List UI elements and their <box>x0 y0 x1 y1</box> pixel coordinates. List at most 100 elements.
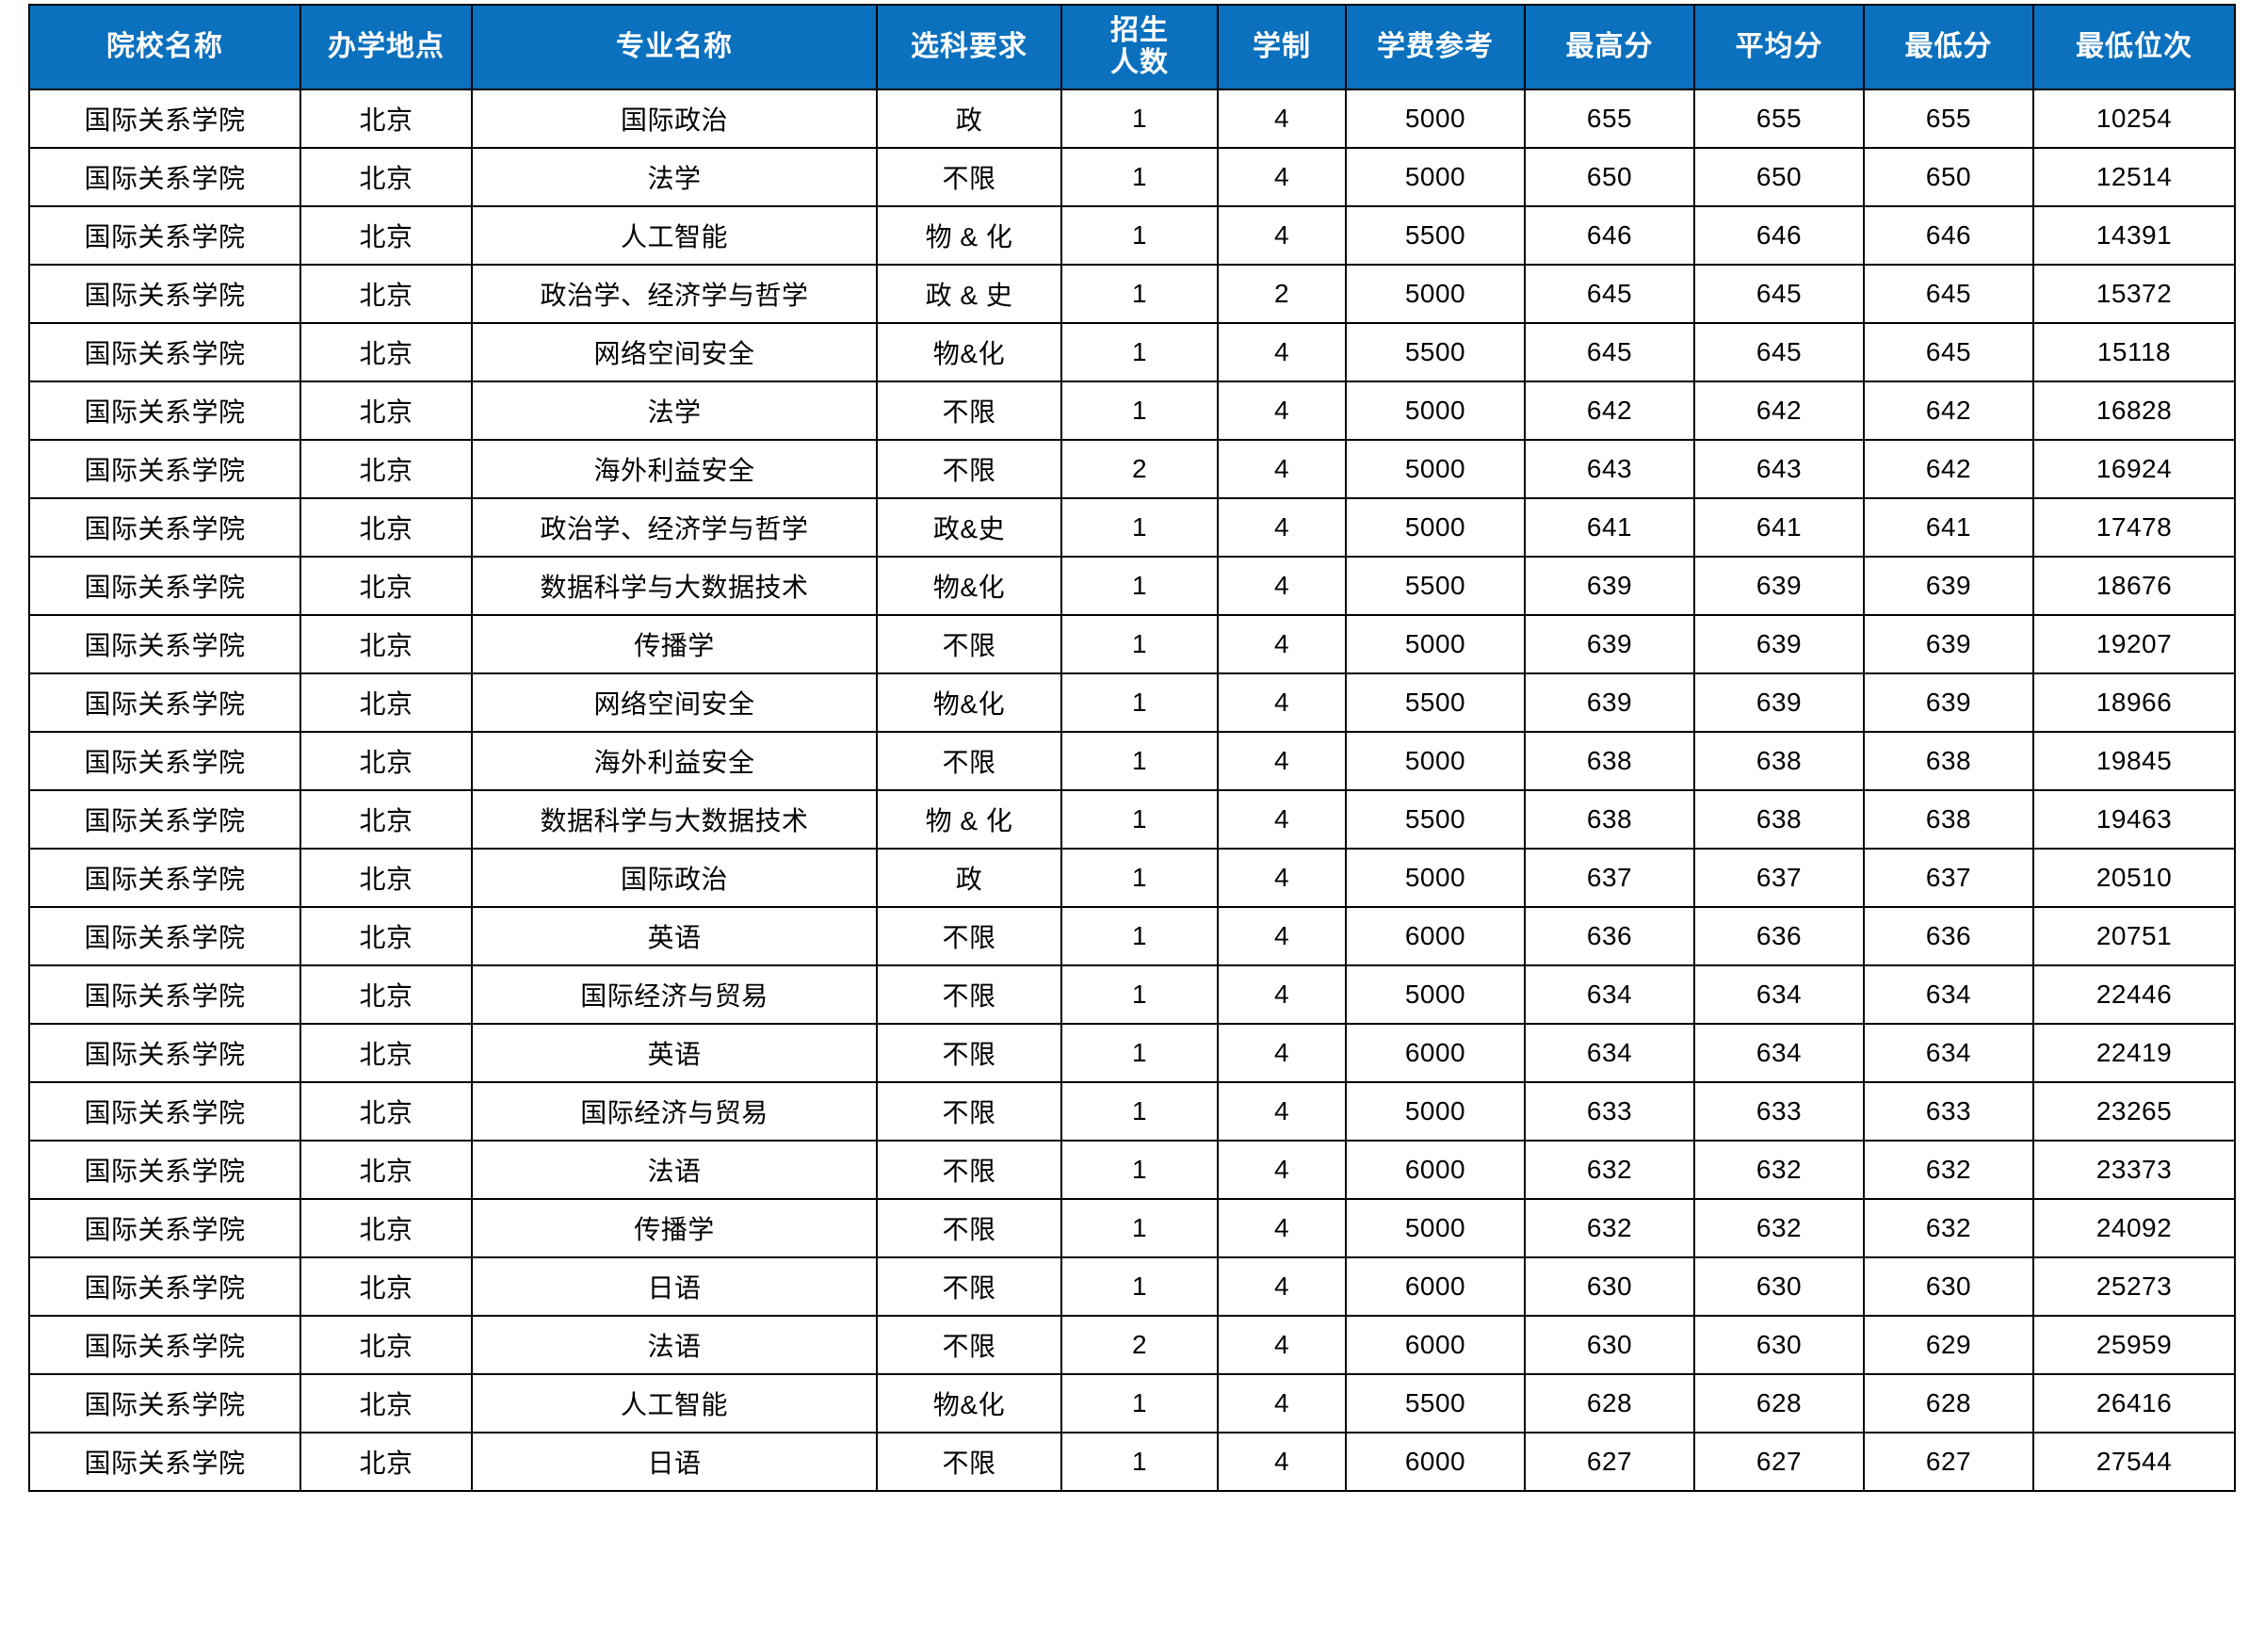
cell-max[interactable]: 645 <box>1524 264 1695 324</box>
cell-years[interactable]: 4 <box>1217 89 1347 149</box>
cell-avg[interactable]: 641 <box>1693 497 1865 558</box>
cell-school[interactable]: 国际关系学院 <box>28 556 301 616</box>
cell-max[interactable]: 632 <box>1524 1198 1695 1258</box>
cell-rank[interactable]: 17478 <box>2032 497 2236 558</box>
cell-years[interactable]: 2 <box>1217 264 1347 324</box>
cell-min[interactable]: 627 <box>1863 1432 2034 1492</box>
cell-city[interactable]: 北京 <box>299 439 473 499</box>
cell-quota[interactable]: 1 <box>1060 1198 1219 1258</box>
cell-major[interactable]: 传播学 <box>471 1198 878 1258</box>
table-row[interactable]: 国际关系学院 北京 传播学 不限 1 4 5000 639 639 639 19207 <box>28 614 2236 674</box>
cell-years[interactable]: 4 <box>1217 497 1347 558</box>
cell-school[interactable]: 国际关系学院 <box>28 964 301 1025</box>
cell-major[interactable]: 网络空间安全 <box>471 322 878 382</box>
column-header-quota[interactable]: 招生 人数 <box>1060 4 1219 90</box>
cell-avg[interactable]: 646 <box>1693 205 1865 266</box>
cell-subject[interactable]: 不限 <box>876 1023 1062 1083</box>
cell-avg[interactable]: 632 <box>1693 1140 1865 1200</box>
cell-avg[interactable]: 643 <box>1693 439 1865 499</box>
cell-years[interactable]: 4 <box>1217 1023 1347 1083</box>
cell-subject[interactable]: 不限 <box>876 147 1062 207</box>
cell-school[interactable]: 国际关系学院 <box>28 1140 301 1200</box>
cell-years[interactable]: 4 <box>1217 789 1347 850</box>
cell-max[interactable]: 639 <box>1524 614 1695 674</box>
cell-rank[interactable]: 16924 <box>2032 439 2236 499</box>
cell-max[interactable]: 646 <box>1524 205 1695 266</box>
cell-tuition[interactable]: 5000 <box>1345 381 1526 441</box>
cell-quota[interactable]: 2 <box>1060 439 1219 499</box>
cell-tuition[interactable]: 5500 <box>1345 556 1526 616</box>
cell-avg[interactable]: 630 <box>1693 1256 1865 1317</box>
cell-max[interactable]: 639 <box>1524 556 1695 616</box>
cell-school[interactable]: 国际关系学院 <box>28 1256 301 1317</box>
cell-min[interactable]: 641 <box>1863 497 2034 558</box>
column-header-major[interactable]: 专业名称 <box>471 4 878 90</box>
cell-school[interactable]: 国际关系学院 <box>28 789 301 850</box>
cell-max[interactable]: 628 <box>1524 1373 1695 1433</box>
cell-min[interactable]: 646 <box>1863 205 2034 266</box>
cell-tuition[interactable]: 6000 <box>1345 1432 1526 1492</box>
cell-tuition[interactable]: 5000 <box>1345 147 1526 207</box>
cell-tuition[interactable]: 5000 <box>1345 497 1526 558</box>
cell-subject[interactable]: 不限 <box>876 439 1062 499</box>
cell-years[interactable]: 4 <box>1217 731 1347 791</box>
cell-min[interactable]: 629 <box>1863 1315 2034 1375</box>
cell-max[interactable]: 638 <box>1524 731 1695 791</box>
cell-major[interactable]: 法语 <box>471 1140 878 1200</box>
cell-max[interactable]: 637 <box>1524 848 1695 908</box>
cell-rank[interactable]: 23373 <box>2032 1140 2236 1200</box>
cell-school[interactable]: 国际关系学院 <box>28 381 301 441</box>
cell-school[interactable]: 国际关系学院 <box>28 1023 301 1083</box>
cell-avg[interactable]: 634 <box>1693 1023 1865 1083</box>
table-row[interactable]: 国际关系学院 北京 法语 不限 2 4 6000 630 630 629 25959 <box>28 1315 2236 1375</box>
cell-major[interactable]: 政治学、经济学与哲学 <box>471 497 878 558</box>
cell-rank[interactable]: 15118 <box>2032 322 2236 382</box>
cell-min[interactable]: 638 <box>1863 731 2034 791</box>
cell-city[interactable]: 北京 <box>299 1432 473 1492</box>
column-header-tuition[interactable]: 学费参考 <box>1345 4 1526 90</box>
cell-school[interactable]: 国际关系学院 <box>28 1198 301 1258</box>
cell-min[interactable]: 639 <box>1863 556 2034 616</box>
cell-max[interactable]: 638 <box>1524 789 1695 850</box>
cell-school[interactable]: 国际关系学院 <box>28 439 301 499</box>
cell-min[interactable]: 642 <box>1863 381 2034 441</box>
table-row[interactable]: 国际关系学院 北京 日语 不限 1 4 6000 630 630 630 25273 <box>28 1256 2236 1317</box>
table-row[interactable]: 国际关系学院 北京 政治学、经济学与哲学 政&史 1 4 5000 641 641 641 1747… <box>28 497 2236 558</box>
table-row[interactable]: 国际关系学院 北京 日语 不限 1 4 6000 627 627 627 27544 <box>28 1432 2236 1492</box>
cell-city[interactable]: 北京 <box>299 1198 473 1258</box>
cell-major[interactable]: 政治学、经济学与哲学 <box>471 264 878 324</box>
cell-max[interactable]: 641 <box>1524 497 1695 558</box>
cell-subject[interactable]: 不限 <box>876 1081 1062 1142</box>
cell-tuition[interactable]: 5000 <box>1345 264 1526 324</box>
column-header-city[interactable]: 办学地点 <box>299 4 473 90</box>
cell-rank[interactable]: 18966 <box>2032 672 2236 733</box>
cell-avg[interactable]: 639 <box>1693 672 1865 733</box>
cell-tuition[interactable]: 5000 <box>1345 1198 1526 1258</box>
cell-rank[interactable]: 26416 <box>2032 1373 2236 1433</box>
cell-quota[interactable]: 1 <box>1060 1432 1219 1492</box>
table-row[interactable]: 国际关系学院 北京 英语 不限 1 4 6000 636 636 636 20751 <box>28 906 2236 966</box>
cell-max[interactable]: 636 <box>1524 906 1695 966</box>
cell-avg[interactable]: 642 <box>1693 381 1865 441</box>
cell-rank[interactable]: 20510 <box>2032 848 2236 908</box>
cell-subject[interactable]: 不限 <box>876 614 1062 674</box>
cell-avg[interactable]: 645 <box>1693 264 1865 324</box>
cell-rank[interactable]: 20751 <box>2032 906 2236 966</box>
cell-min[interactable]: 639 <box>1863 614 2034 674</box>
cell-city[interactable]: 北京 <box>299 264 473 324</box>
cell-major[interactable]: 英语 <box>471 1023 878 1083</box>
cell-years[interactable]: 4 <box>1217 1432 1347 1492</box>
cell-rank[interactable]: 18676 <box>2032 556 2236 616</box>
cell-min[interactable]: 632 <box>1863 1140 2034 1200</box>
cell-rank[interactable]: 15372 <box>2032 264 2236 324</box>
cell-quota[interactable]: 1 <box>1060 614 1219 674</box>
cell-tuition[interactable]: 5500 <box>1345 672 1526 733</box>
cell-subject[interactable]: 不限 <box>876 1432 1062 1492</box>
cell-school[interactable]: 国际关系学院 <box>28 672 301 733</box>
cell-school[interactable]: 国际关系学院 <box>28 731 301 791</box>
table-row[interactable]: 国际关系学院 北京 网络空间安全 物&化 1 4 5500 639 639 639 18966 <box>28 672 2236 733</box>
cell-city[interactable]: 北京 <box>299 381 473 441</box>
cell-years[interactable]: 4 <box>1217 556 1347 616</box>
cell-quota[interactable]: 1 <box>1060 205 1219 266</box>
cell-school[interactable]: 国际关系学院 <box>28 1432 301 1492</box>
